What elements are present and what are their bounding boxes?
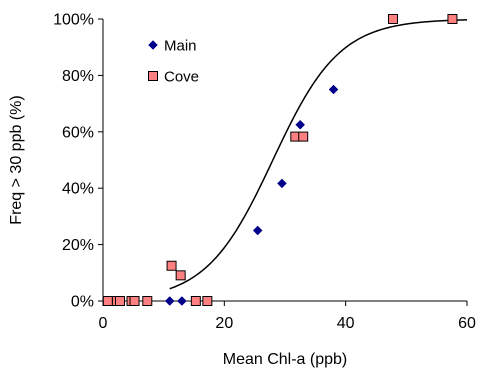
y-tick-label: 20% [62,237,94,254]
fit-curve [169,19,468,290]
legend-label-main: Main [164,38,197,55]
cove-point [447,14,458,24]
y-tick-label: 80% [62,68,94,85]
legend-marker-main [148,40,158,50]
y-tick-label: 0% [71,294,94,311]
y-tick-label: 60% [62,124,94,141]
cove-point [142,296,153,306]
x-axis-title: Mean Chl-a (ppb) [223,351,348,368]
cove-point [166,260,177,271]
legend-label-cove: Cove [164,69,199,86]
y-tick-label: 100% [53,12,94,29]
cove-point [129,296,140,306]
main-point [277,178,287,189]
fit-curve-group [169,19,468,290]
data-marks [102,14,458,306]
cove-point [114,296,125,306]
cove-point [190,296,201,306]
cove-point [298,131,309,142]
cove-point [202,296,213,306]
axes: 0% 20% 40% 60% 80% 100% 0 20 40 60 [53,12,476,333]
main-point [328,84,339,95]
cove-point [387,14,398,24]
x-tick-label: 40 [337,315,355,332]
x-tick-label: 60 [458,315,476,332]
main-point [252,225,263,236]
cove-point [175,270,186,281]
cove-point [102,296,113,306]
legend-marker-cove [148,71,158,81]
main-point [164,296,175,306]
x-tick-label: 20 [215,315,233,332]
y-axis-title: Freq > 30 ppb (%) [8,95,25,224]
y-tick-label: 40% [62,181,94,198]
x-tick-label: 0 [99,315,108,332]
legend: Main Cove [148,38,199,86]
main-point [295,119,306,130]
main-point [177,296,187,306]
